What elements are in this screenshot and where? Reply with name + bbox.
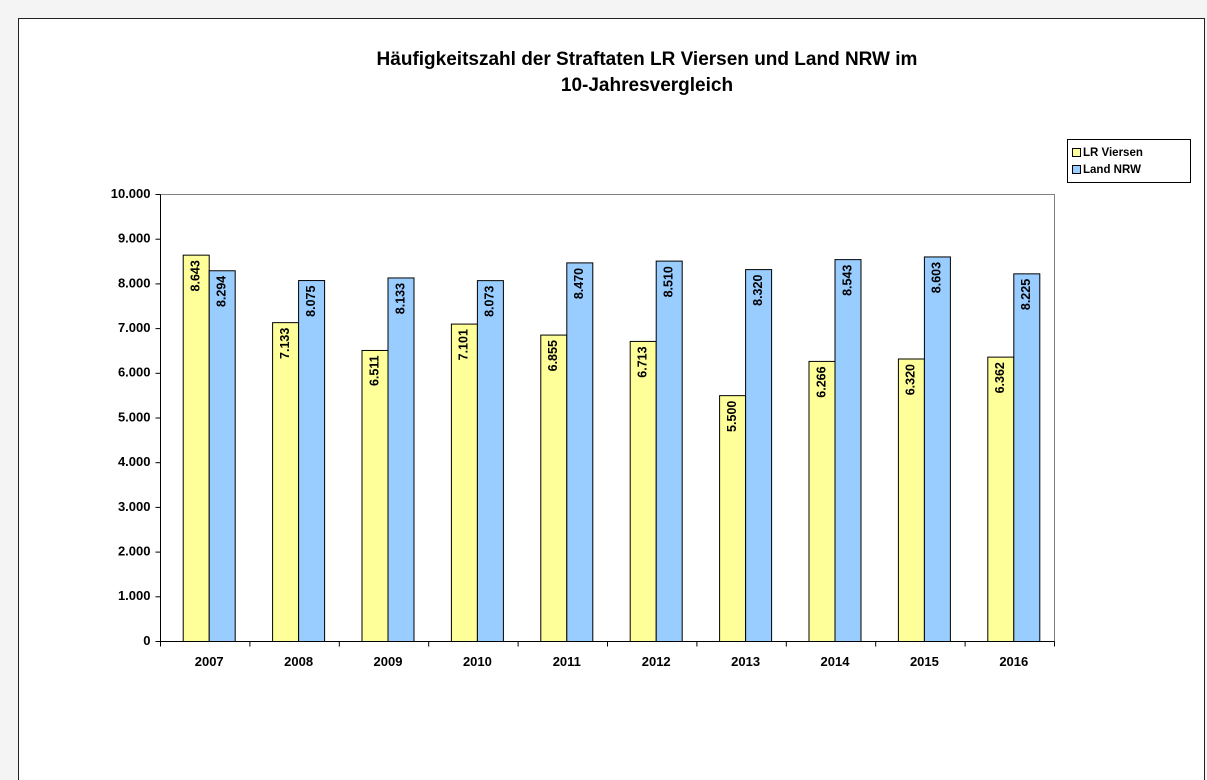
chart-title: Häufigkeitszahl der Straftaten LR Vierse… xyxy=(377,49,918,70)
data-label: 6.511 xyxy=(367,355,381,386)
bar xyxy=(566,262,594,642)
y-tick-label: 0 xyxy=(143,633,150,648)
bar xyxy=(272,322,300,642)
legend-label: Land NRW xyxy=(1083,164,1141,176)
bar xyxy=(834,259,862,642)
x-tick-label: 2012 xyxy=(642,654,671,669)
data-label: 8.510 xyxy=(661,266,675,297)
legend-swatch xyxy=(1072,165,1081,174)
x-tick-label: 2010 xyxy=(463,654,492,669)
x-tick-label: 2007 xyxy=(195,654,224,669)
data-label: 7.133 xyxy=(278,328,292,359)
data-label: 8.643 xyxy=(188,260,202,291)
x-tick-label: 2014 xyxy=(821,654,851,669)
data-label: 8.133 xyxy=(393,283,407,314)
data-label: 8.470 xyxy=(572,268,586,299)
bar xyxy=(923,256,951,642)
y-tick-label: 6.000 xyxy=(118,365,151,380)
bar xyxy=(1013,273,1041,642)
x-tick-label: 2013 xyxy=(731,654,760,669)
legend-label: LR Viersen xyxy=(1083,147,1143,159)
x-tick-label: 2015 xyxy=(910,654,939,669)
y-tick-label: 1.000 xyxy=(118,588,151,603)
data-label: 8.075 xyxy=(304,286,318,317)
data-label: 8.603 xyxy=(930,262,944,293)
bar xyxy=(897,358,925,642)
data-label: 8.320 xyxy=(751,275,765,306)
y-tick-label: 2.000 xyxy=(118,544,151,559)
bar xyxy=(987,356,1015,642)
bar xyxy=(540,334,568,642)
y-tick-label: 3.000 xyxy=(118,499,151,514)
data-label: 8.225 xyxy=(1019,279,1033,310)
data-label: 8.294 xyxy=(214,276,228,307)
data-label: 6.320 xyxy=(904,364,918,395)
bar xyxy=(745,269,773,642)
bar xyxy=(208,270,236,642)
y-tick-label: 9.000 xyxy=(118,231,151,246)
data-label: 7.101 xyxy=(457,329,471,360)
bar xyxy=(450,323,478,642)
x-tick-label: 2009 xyxy=(374,654,403,669)
bar xyxy=(182,254,210,642)
bar xyxy=(629,340,657,642)
bar xyxy=(476,280,504,642)
data-label: 6.266 xyxy=(814,366,828,397)
data-label: 6.362 xyxy=(993,362,1007,393)
x-tick-label: 2011 xyxy=(553,654,581,669)
data-label: 8.543 xyxy=(840,265,854,296)
bar xyxy=(361,349,389,642)
bar xyxy=(808,360,836,642)
y-tick-label: 8.000 xyxy=(118,275,151,290)
y-tick-label: 4.000 xyxy=(118,454,151,469)
chart-title: 10-Jahresvergleich xyxy=(561,75,733,96)
x-tick-label: 2016 xyxy=(999,654,1028,669)
y-tick-label: 7.000 xyxy=(118,320,151,335)
bar xyxy=(719,395,747,642)
legend-swatch xyxy=(1072,148,1081,157)
data-label: 6.855 xyxy=(546,340,560,371)
data-label: 8.073 xyxy=(483,286,497,317)
y-tick-label: 5.000 xyxy=(118,409,151,424)
legend xyxy=(1067,139,1191,183)
bar xyxy=(387,277,415,642)
y-tick-label: 10.000 xyxy=(111,186,151,201)
data-label: 6.713 xyxy=(635,346,649,377)
data-label: 5.500 xyxy=(725,401,739,432)
bar xyxy=(655,260,683,642)
x-tick-label: 2008 xyxy=(284,654,313,669)
bar xyxy=(298,280,326,642)
